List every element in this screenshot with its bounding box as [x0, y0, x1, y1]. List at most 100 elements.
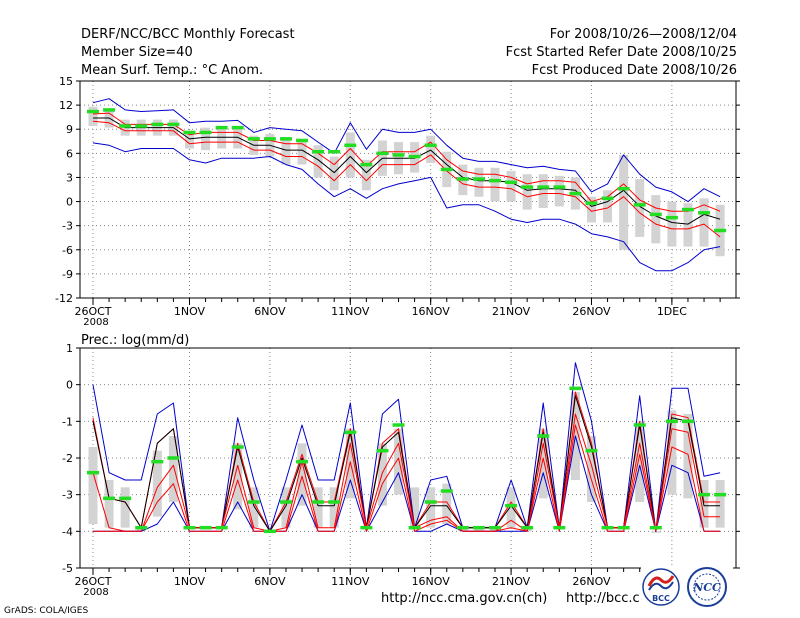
precipitation-variable-label: Prec.: log(mm/d) — [81, 333, 190, 348]
prec-spread-box — [506, 487, 516, 528]
prec-ensemble-max-line — [92, 362, 721, 532]
temp-spread-box — [329, 156, 339, 191]
prec-spread-box — [104, 480, 114, 528]
prec-spread-box — [120, 487, 130, 528]
forecast-period: For 2008/10/26—2008/12/04 — [549, 27, 737, 42]
prec-spread-box — [88, 447, 98, 524]
temp-spread-box — [603, 190, 613, 223]
temp-ytick-label: 12 — [59, 99, 73, 112]
prec-xtick-label: 21NOV — [492, 575, 531, 588]
temp-xtick-label: 1NOV — [174, 305, 206, 318]
temp-xtick-label: 6NOV — [254, 305, 286, 318]
prec-ytick-label: 1 — [66, 342, 73, 355]
prec-spread-box — [313, 487, 323, 528]
temp-75th-percentile-line — [92, 112, 721, 212]
prec-spread-box — [329, 487, 339, 528]
temp-spread-box — [506, 171, 516, 202]
chart-title: DERF/NCC/BCC Monthly Forecast — [81, 27, 295, 42]
temp-spread-box — [490, 167, 500, 202]
temp-xtick-label: 11NOV — [331, 305, 370, 318]
temp-ytick-label: 9 — [66, 123, 73, 136]
temp-spread-box — [361, 159, 371, 191]
prec-spread-box — [410, 487, 420, 528]
temp-spread-box — [683, 203, 693, 247]
temp-spread-box — [233, 127, 243, 149]
prec-spread-box — [297, 443, 307, 506]
temp-spread-box — [281, 137, 291, 165]
temp-ytick-label: -3 — [62, 220, 73, 233]
prec-spread-box — [715, 480, 725, 528]
temp-spread-box — [522, 174, 532, 210]
prec-xtick-label: 26NOV — [572, 575, 611, 588]
produced-date: Fcst Produced Date 2008/10/26 — [531, 63, 737, 78]
bcc-logo-text: BCC — [652, 594, 670, 603]
temp-spread-box — [201, 127, 211, 151]
temp-spread-box — [635, 179, 645, 237]
prec-xtick-label: 1NOV — [174, 575, 206, 588]
prec-spread-box — [136, 527, 146, 532]
prec-spread-box — [458, 527, 468, 532]
prec-xtick-label: 6NOV — [254, 575, 286, 588]
ncc-logo-text: NCC — [692, 581, 721, 594]
temp-spread-box — [586, 196, 596, 223]
temp-spread-box — [184, 130, 194, 149]
temperature-panel: -12 -9 -6 -3 0 3 6 9 12 15 26OCT 1NOV 6NOV 11NOV 16NOV… — [55, 75, 740, 328]
prec-ytick-label: -4 — [62, 525, 73, 538]
temp-xtick-label: 21NOV — [492, 305, 531, 318]
temp-spread-box — [88, 106, 98, 127]
temp-spread-box — [313, 145, 323, 178]
prec-spread-box — [651, 531, 661, 533]
prec-spread-box — [538, 428, 548, 499]
temp-spread-box — [554, 175, 564, 207]
temp-xtick-label: 16NOV — [412, 305, 451, 318]
temp-spread-box — [651, 195, 661, 244]
prec-median-line — [93, 424, 721, 532]
prec-ytick-label: -2 — [62, 452, 73, 465]
temp-ensemble-mean-line — [93, 117, 721, 225]
prec-spread-box — [667, 410, 677, 495]
grads-credit: GrADS: COLA/IGES — [4, 606, 89, 616]
temp-ytick-label: 6 — [66, 147, 73, 160]
member-size: Member Size=40 — [81, 45, 193, 60]
temp-spread-box — [667, 201, 677, 247]
temp-year-label: 2008 — [83, 317, 108, 328]
temp-xtick-label: 26OCT — [74, 305, 111, 318]
prec-spread-box — [249, 487, 259, 528]
prec-ytick-label: -1 — [62, 415, 73, 428]
temp-spread-box — [619, 154, 629, 250]
prec-spread-box — [635, 421, 645, 502]
prec-spread-box — [394, 428, 404, 495]
temp-spread-box — [297, 138, 307, 165]
prec-spread-box — [474, 527, 484, 532]
institution-logos: BCC NCC — [641, 566, 733, 608]
temp-spread-box — [345, 132, 355, 178]
temp-ensemble-max-line — [92, 98, 721, 203]
prec-xtick-label: 11NOV — [331, 575, 370, 588]
temp-spread-box — [426, 135, 436, 163]
prec-year-label: 2008 — [83, 587, 108, 598]
prec-25th-percentile-line — [92, 413, 721, 532]
prec-spread-box — [442, 483, 452, 524]
temp-ytick-label: 3 — [66, 171, 73, 184]
prec-spread-box — [281, 487, 291, 528]
temp-spread-box — [217, 127, 227, 149]
temp-xtick-label: 1DEC — [657, 305, 687, 318]
prec-spread-box — [377, 443, 387, 506]
prec-spread-box — [233, 443, 243, 510]
prec-xtick-label: 26OCT — [74, 575, 111, 588]
temp-ytick-label: -12 — [55, 292, 73, 305]
prec-ytick-label: -3 — [62, 489, 73, 502]
temp-xtick-label: 26NOV — [572, 305, 611, 318]
ncc-logo-icon: NCC — [687, 567, 727, 607]
temperature-variable-label: Mean Surf. Temp.: °C Anom. — [81, 63, 264, 78]
ncc-url: http://ncc.cma.gov.cn(ch) — [381, 591, 548, 606]
temp-spread-box — [474, 167, 484, 197]
bcc-logo-icon: BCC — [642, 568, 680, 606]
prec-xtick-label: 16NOV — [412, 575, 451, 588]
precipitation-panel: -5 -4 -3 -2 -1 0 1 26OCT 1NOV 6NOV 11NOV 16NOV 21NOV… — [62, 342, 740, 598]
prec-ytick-label: 0 — [66, 379, 73, 392]
temp-spread-box — [538, 174, 548, 208]
temp-frame — [79, 80, 737, 299]
temp-ensemble-min-line — [92, 142, 721, 272]
